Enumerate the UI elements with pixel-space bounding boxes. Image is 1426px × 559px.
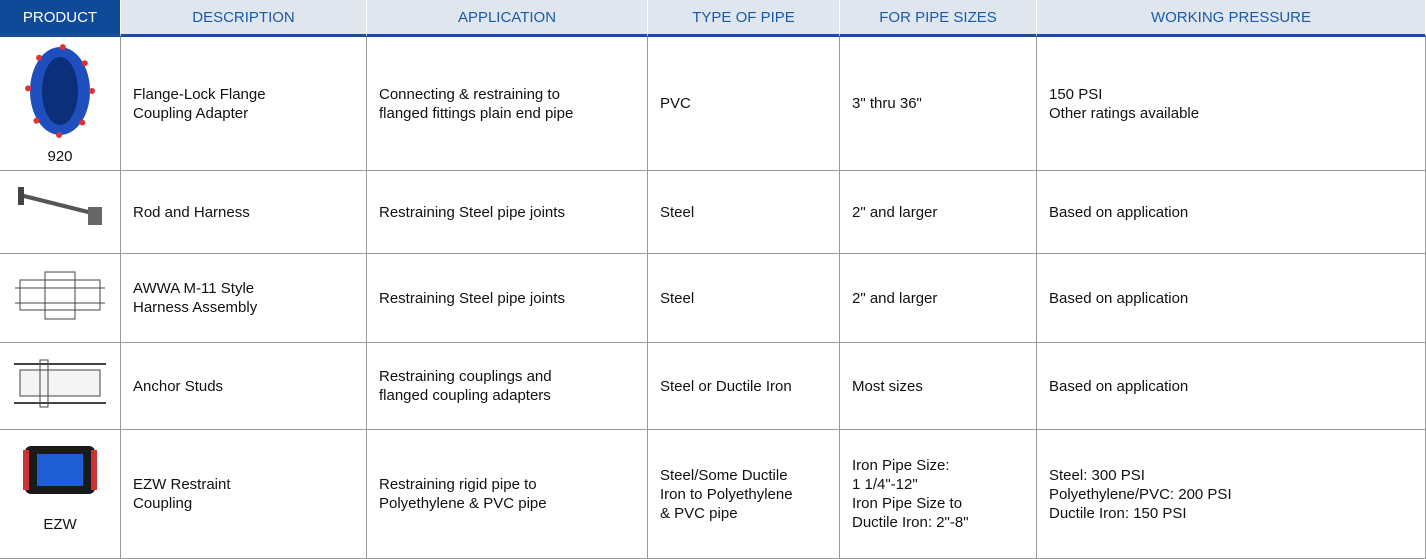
cell-line: Ductile Iron: 2"-8" bbox=[852, 513, 1036, 532]
table-cell: Steel or Ductile Iron bbox=[648, 343, 840, 430]
cell-line: Flange-Lock Flange bbox=[133, 85, 366, 104]
table-cell: Based on application bbox=[1037, 171, 1426, 254]
product-cell: 920 bbox=[0, 37, 121, 171]
cell-line: Polyethylene/PVC: 200 PSI bbox=[1049, 485, 1425, 504]
header-cell: FOR PIPE SIZES bbox=[840, 0, 1037, 37]
cell-line: Restraining Steel pipe joints bbox=[379, 289, 647, 308]
table-cell: Restraining Steel pipe joints bbox=[367, 171, 648, 254]
header-cell: TYPE OF PIPE bbox=[648, 0, 840, 37]
cell-line: flanged fittings plain end pipe bbox=[379, 104, 647, 123]
cell-line: AWWA M-11 Style bbox=[133, 279, 366, 298]
table-cell: Steel bbox=[648, 171, 840, 254]
header-cell: DESCRIPTION bbox=[121, 0, 367, 37]
cell-line: Based on application bbox=[1049, 289, 1425, 308]
table-cell: 3" thru 36" bbox=[840, 37, 1037, 171]
header-cell: APPLICATION bbox=[367, 0, 648, 37]
table-cell: PVC bbox=[648, 37, 840, 171]
cell-line: Connecting & restraining to bbox=[379, 85, 647, 104]
table-cell: Most sizes bbox=[840, 343, 1037, 430]
product-icon bbox=[10, 268, 110, 323]
cell-line: 150 PSI bbox=[1049, 85, 1425, 104]
cell-line: 3" thru 36" bbox=[852, 94, 1036, 113]
product-cell bbox=[0, 254, 121, 343]
cell-line: Rod and Harness bbox=[133, 203, 366, 222]
product-image bbox=[20, 37, 100, 143]
cell-line: Iron to Polyethylene bbox=[660, 485, 839, 504]
table-cell: Based on application bbox=[1037, 254, 1426, 343]
product-cell bbox=[0, 171, 121, 254]
cell-line: Most sizes bbox=[852, 377, 1036, 396]
cell-line: 2" and larger bbox=[852, 289, 1036, 308]
cell-line: Anchor Studs bbox=[133, 377, 366, 396]
cell-line: Harness Assembly bbox=[133, 298, 366, 317]
cell-line: Coupling Adapter bbox=[133, 104, 366, 123]
product-cell: EZW bbox=[0, 430, 121, 559]
table-cell: 2" and larger bbox=[840, 171, 1037, 254]
cell-line: Based on application bbox=[1049, 377, 1425, 396]
product-label: 920 bbox=[47, 147, 72, 166]
cell-line: Restraining Steel pipe joints bbox=[379, 203, 647, 222]
product-icon bbox=[10, 356, 110, 411]
table-cell: Iron Pipe Size:1 1/4"-12"Iron Pipe Size … bbox=[840, 430, 1037, 559]
cell-line: Ductile Iron: 150 PSI bbox=[1049, 504, 1425, 523]
product-table: PRODUCTDESCRIPTIONAPPLICATIONTYPE OF PIP… bbox=[0, 0, 1426, 559]
table-cell: Based on application bbox=[1037, 343, 1426, 430]
table-cell: Steel bbox=[648, 254, 840, 343]
product-label: EZW bbox=[43, 515, 76, 534]
table-cell: 2" and larger bbox=[840, 254, 1037, 343]
cell-line: Other ratings available bbox=[1049, 104, 1425, 123]
cell-line: Steel: 300 PSI bbox=[1049, 466, 1425, 485]
cell-line: flanged coupling adapters bbox=[379, 386, 647, 405]
product-cell bbox=[0, 343, 121, 430]
header-cell: WORKING PRESSURE bbox=[1037, 0, 1426, 37]
cell-line: Restraining rigid pipe to bbox=[379, 475, 647, 494]
product-image bbox=[15, 430, 105, 511]
cell-line: Steel or Ductile Iron bbox=[660, 377, 839, 396]
cell-line: 1 1/4"-12" bbox=[852, 475, 1036, 494]
cell-line: Steel/Some Ductile bbox=[660, 466, 839, 485]
product-icon bbox=[10, 185, 110, 235]
cell-line: Steel bbox=[660, 289, 839, 308]
product-image bbox=[10, 356, 110, 416]
table-cell: Restraining Steel pipe joints bbox=[367, 254, 648, 343]
cell-line: Coupling bbox=[133, 494, 366, 513]
cell-line: Restraining couplings and bbox=[379, 367, 647, 386]
product-image bbox=[10, 268, 110, 328]
cell-line: EZW Restraint bbox=[133, 475, 366, 494]
cell-line: & PVC pipe bbox=[660, 504, 839, 523]
cell-line: Steel bbox=[660, 203, 839, 222]
table-cell: Anchor Studs bbox=[121, 343, 367, 430]
product-icon bbox=[20, 43, 100, 138]
cell-line: PVC bbox=[660, 94, 839, 113]
cell-line: 2" and larger bbox=[852, 203, 1036, 222]
cell-line: Polyethylene & PVC pipe bbox=[379, 494, 647, 513]
product-image bbox=[10, 185, 110, 240]
cell-line: Based on application bbox=[1049, 203, 1425, 222]
cell-line: Iron Pipe Size to bbox=[852, 494, 1036, 513]
header-cell: PRODUCT bbox=[0, 0, 121, 37]
product-icon bbox=[15, 436, 105, 506]
table-cell: Rod and Harness bbox=[121, 171, 367, 254]
cell-line: Iron Pipe Size: bbox=[852, 456, 1036, 475]
